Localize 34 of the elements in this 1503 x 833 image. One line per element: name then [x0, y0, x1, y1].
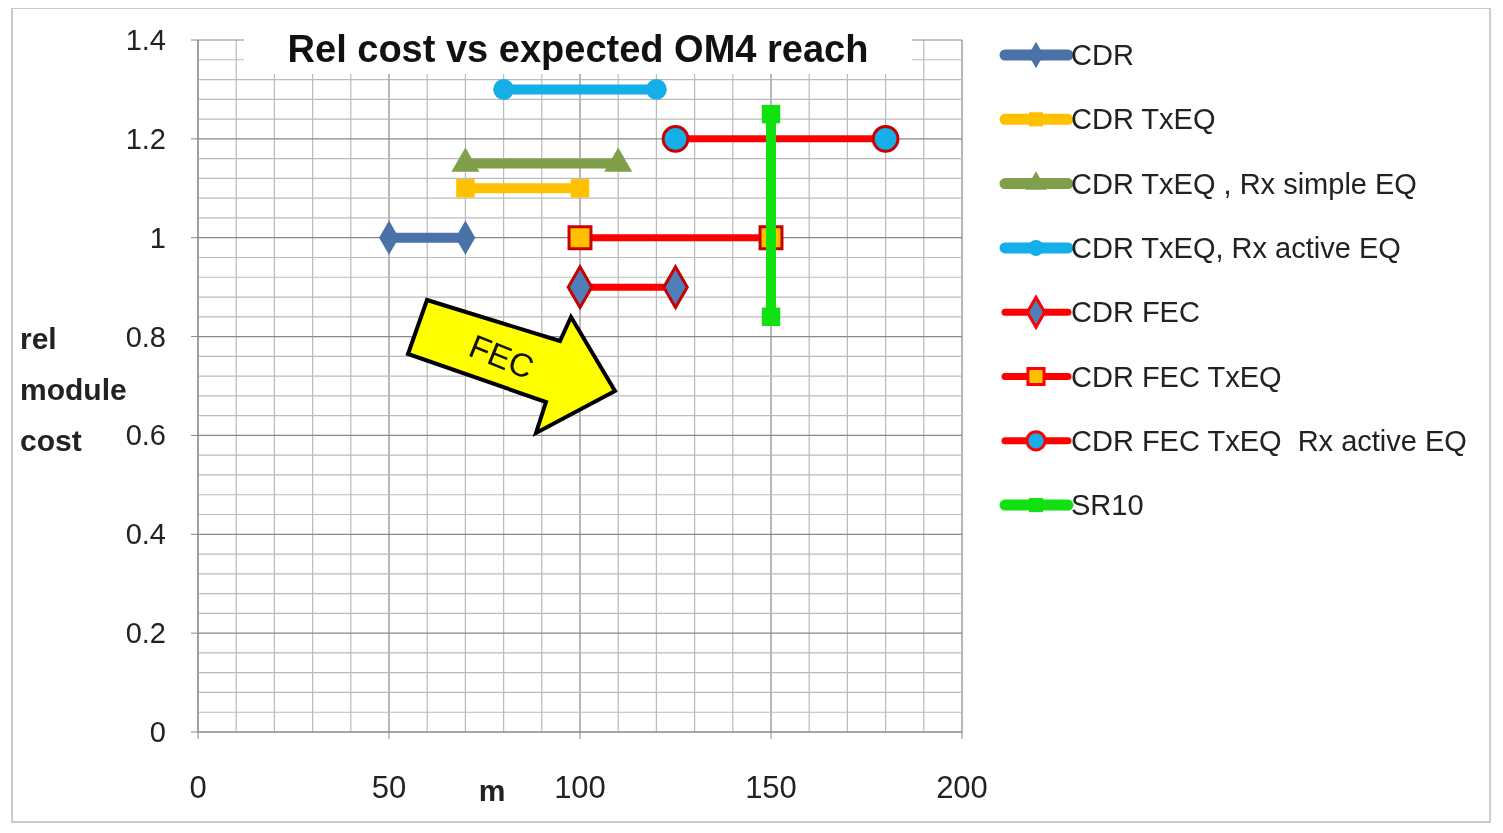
- x-tick-label: 50: [371, 770, 407, 805]
- x-tick-label: 150: [745, 770, 797, 805]
- point: [661, 125, 690, 153]
- legend-label: CDR: [1071, 39, 1134, 71]
- legend-label: CDR TxEQ , Rx simple EQ: [1071, 167, 1417, 200]
- y-tick-label: 0.2: [125, 617, 166, 650]
- point: [761, 104, 781, 124]
- point: [493, 79, 514, 100]
- y-tick-label: 0: [149, 716, 166, 748]
- x-axis-title: m: [478, 774, 506, 807]
- chart-title: Rel cost vs expected OM4 reach: [287, 28, 869, 70]
- point: [570, 179, 590, 198]
- y-tick-label: 1.2: [125, 122, 166, 155]
- y-axis-title: rel module cost: [20, 322, 127, 457]
- y-tick-label: 0.6: [125, 419, 166, 452]
- y-tick-label: 0.4: [125, 518, 166, 551]
- legend-label: CDR TxEQ, Rx active EQ: [1071, 231, 1401, 264]
- point: [456, 179, 475, 198]
- point: [871, 125, 900, 153]
- legend-label: CDR FEC TxEQ Rx active EQ: [1071, 424, 1467, 457]
- legend-label: CDR FEC TxEQ: [1071, 360, 1282, 393]
- legend-label: CDR TxEQ: [1071, 103, 1216, 136]
- legend-label: SR10: [1071, 489, 1144, 522]
- point: [761, 307, 781, 327]
- y-tick-label: 0.8: [125, 320, 166, 353]
- y-tick-label: 1.4: [125, 24, 166, 56]
- x-tick-label: 200: [936, 770, 988, 805]
- x-tick-label: 0: [189, 770, 207, 805]
- x-tick-label: 100: [554, 770, 606, 805]
- annotation: FEC: [464, 327, 540, 387]
- point: [567, 225, 593, 251]
- y-tick-label: 1: [149, 221, 166, 254]
- legend-label: CDR FEC: [1071, 296, 1200, 329]
- point: [646, 79, 667, 100]
